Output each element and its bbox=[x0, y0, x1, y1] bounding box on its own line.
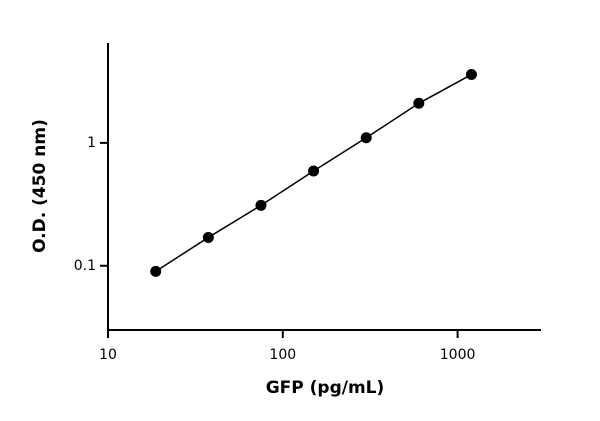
y-tick-label: 1 bbox=[87, 135, 96, 151]
point bbox=[360, 132, 372, 144]
y-tick-label: 0.1 bbox=[74, 258, 96, 274]
x-axis-label: GFP (pg/mL) bbox=[266, 378, 385, 398]
point bbox=[413, 97, 425, 109]
x-tick-label: 10 bbox=[99, 347, 117, 363]
point bbox=[308, 165, 320, 177]
x-tick-label: 1000 bbox=[440, 347, 476, 363]
point bbox=[255, 199, 267, 211]
point bbox=[150, 265, 162, 277]
x-tick-label: 100 bbox=[269, 347, 296, 363]
y-axis-label: O.D. (450 nm) bbox=[30, 119, 50, 253]
point bbox=[202, 231, 214, 243]
point bbox=[465, 69, 477, 81]
